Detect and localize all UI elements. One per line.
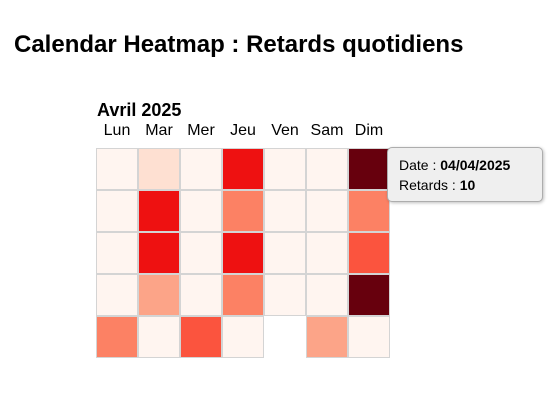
cell-tooltip: Date : 04/04/2025 Retards : 10 (387, 147, 543, 202)
heatmap-cell[interactable] (264, 274, 306, 316)
heatmap-cell[interactable] (222, 232, 264, 274)
heatmap-cell[interactable] (306, 316, 348, 358)
heatmap-cell[interactable] (180, 232, 222, 274)
heatmap-cell[interactable] (96, 232, 138, 274)
heatmap-cell[interactable] (138, 190, 180, 232)
tooltip-retards-label: Retards : (399, 177, 460, 193)
heatmap-cell[interactable] (138, 148, 180, 190)
heatmap-cell[interactable] (222, 148, 264, 190)
heatmap-cell[interactable] (138, 274, 180, 316)
weekday-label: Ven (271, 122, 299, 139)
heatmap-cell[interactable] (348, 232, 390, 274)
tooltip-retards-value: 10 (459, 177, 476, 193)
month-label: Avril 2025 (97, 100, 182, 120)
heatmap-cell[interactable] (180, 316, 222, 358)
weekday-label: Dim (354, 122, 384, 139)
heatmap-cell[interactable] (306, 190, 348, 232)
heatmap-cell[interactable] (264, 190, 306, 232)
heatmap-cell[interactable] (138, 316, 180, 358)
heatmap-cell[interactable] (96, 148, 138, 190)
heatmap-cell[interactable] (180, 190, 222, 232)
heatmap-cell[interactable] (180, 148, 222, 190)
heatmap-cell[interactable] (306, 274, 348, 316)
chart-title: Calendar Heatmap : Retards quotidiens (14, 31, 464, 58)
heatmap-cell[interactable] (264, 232, 306, 274)
weekday-label: Jeu (230, 122, 256, 139)
heatmap-cell[interactable] (96, 316, 138, 358)
weekday-label: Sam (310, 122, 344, 139)
tooltip-date-value: 04/04/2025 (440, 157, 511, 173)
tooltip-date-line: Date : 04/04/2025 (399, 155, 531, 175)
heatmap-cell[interactable] (222, 274, 264, 316)
heatmap-cell[interactable] (264, 148, 306, 190)
weekday-label: Mer (187, 122, 215, 139)
tooltip-date-label: Date : (399, 157, 441, 173)
heatmap-cell[interactable] (138, 232, 180, 274)
heatmap-cell[interactable] (96, 190, 138, 232)
heatmap-cell[interactable] (222, 190, 264, 232)
heatmap-cell[interactable] (348, 274, 390, 316)
heatmap-cell[interactable] (306, 232, 348, 274)
heatmap-cell[interactable] (348, 316, 390, 358)
heatmap-cell[interactable] (348, 148, 390, 190)
tooltip-retards-line: Retards : 10 (399, 175, 531, 195)
heatmap-cell[interactable] (96, 274, 138, 316)
heatmap-cell[interactable] (306, 148, 348, 190)
heatmap-cell[interactable] (180, 274, 222, 316)
heatmap-cell[interactable] (222, 316, 264, 358)
weekday-label: Mar (145, 122, 173, 139)
heatmap-cell[interactable] (348, 190, 390, 232)
weekday-label: Lun (103, 122, 131, 139)
